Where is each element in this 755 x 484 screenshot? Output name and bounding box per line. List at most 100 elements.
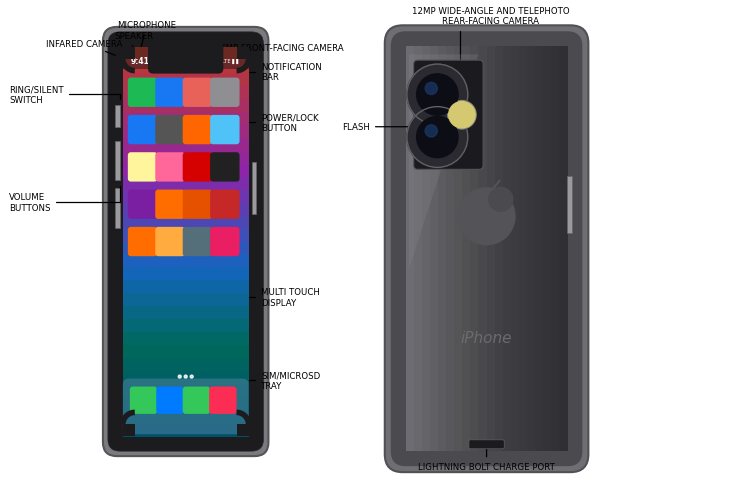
Bar xyxy=(559,47,569,452)
FancyBboxPatch shape xyxy=(128,78,157,108)
Bar xyxy=(422,47,431,452)
Bar xyxy=(470,47,479,452)
Bar xyxy=(123,359,248,372)
Circle shape xyxy=(417,75,458,116)
Text: iPhone: iPhone xyxy=(461,331,513,346)
FancyBboxPatch shape xyxy=(128,190,157,219)
Bar xyxy=(519,47,528,452)
Bar xyxy=(115,106,120,128)
Bar xyxy=(123,74,248,87)
Text: POWER/LOCK
BUTTON: POWER/LOCK BUTTON xyxy=(218,113,319,132)
FancyBboxPatch shape xyxy=(130,387,157,414)
FancyBboxPatch shape xyxy=(156,190,185,219)
FancyBboxPatch shape xyxy=(128,153,157,182)
Bar xyxy=(123,87,248,100)
FancyBboxPatch shape xyxy=(210,116,239,145)
FancyBboxPatch shape xyxy=(210,153,239,182)
Bar xyxy=(123,190,248,204)
Bar xyxy=(123,100,248,113)
Circle shape xyxy=(407,65,468,125)
Polygon shape xyxy=(409,55,479,270)
FancyBboxPatch shape xyxy=(156,116,185,145)
Bar xyxy=(495,47,504,452)
Bar xyxy=(568,177,572,233)
FancyBboxPatch shape xyxy=(183,387,210,414)
Circle shape xyxy=(458,189,515,245)
Text: 7MP FRONT-FACING CAMERA: 7MP FRONT-FACING CAMERA xyxy=(159,44,344,54)
Bar xyxy=(123,47,135,60)
Circle shape xyxy=(178,375,181,378)
FancyBboxPatch shape xyxy=(391,32,582,466)
Bar xyxy=(123,268,248,281)
Text: 12MP WIDE-ANGLE AND TELEPHOTO
REAR-FACING CAMERA: 12MP WIDE-ANGLE AND TELEPHOTO REAR-FACIN… xyxy=(411,7,569,70)
Text: RING/SILENT
SWITCH: RING/SILENT SWITCH xyxy=(9,86,120,105)
Circle shape xyxy=(425,125,437,138)
Bar xyxy=(123,60,248,74)
Bar xyxy=(430,47,439,452)
Circle shape xyxy=(417,117,458,158)
FancyBboxPatch shape xyxy=(210,227,239,257)
Text: 9:41: 9:41 xyxy=(131,57,149,66)
Bar xyxy=(123,177,248,191)
FancyBboxPatch shape xyxy=(156,78,185,108)
Text: LIGHTNING BOLT CHARGE PORT: LIGHTNING BOLT CHARGE PORT xyxy=(418,449,555,471)
Circle shape xyxy=(184,375,187,378)
Bar xyxy=(123,125,248,139)
Bar xyxy=(405,47,414,452)
Bar xyxy=(414,47,423,452)
Bar xyxy=(123,216,248,229)
Bar xyxy=(551,47,560,452)
FancyBboxPatch shape xyxy=(183,153,212,182)
Bar xyxy=(123,333,248,346)
Text: FLASH: FLASH xyxy=(342,123,426,132)
FancyBboxPatch shape xyxy=(183,190,212,219)
FancyBboxPatch shape xyxy=(183,116,212,145)
Bar xyxy=(123,255,248,269)
FancyBboxPatch shape xyxy=(385,26,588,472)
Bar xyxy=(535,47,544,452)
Bar xyxy=(511,47,520,452)
Bar xyxy=(123,424,135,437)
Bar xyxy=(123,384,248,398)
Bar xyxy=(123,424,248,437)
Bar xyxy=(123,294,248,307)
Bar xyxy=(123,397,248,411)
Bar xyxy=(123,203,248,216)
FancyBboxPatch shape xyxy=(469,440,504,449)
FancyBboxPatch shape xyxy=(128,227,157,257)
FancyBboxPatch shape xyxy=(148,42,223,75)
Text: SIM/MICROSD
TRAY: SIM/MICROSD TRAY xyxy=(218,369,320,390)
Text: MICROPHONE: MICROPHONE xyxy=(117,21,176,54)
Bar xyxy=(123,164,248,178)
Bar xyxy=(123,47,248,61)
FancyBboxPatch shape xyxy=(128,116,157,145)
Bar xyxy=(115,141,120,181)
Bar xyxy=(236,424,248,437)
FancyBboxPatch shape xyxy=(156,153,185,182)
FancyBboxPatch shape xyxy=(156,387,183,414)
Bar xyxy=(123,307,248,320)
Text: MULTI TOUCH
DISPLAY: MULTI TOUCH DISPLAY xyxy=(212,287,320,307)
Bar xyxy=(123,410,248,424)
Bar xyxy=(115,189,120,228)
FancyBboxPatch shape xyxy=(183,78,212,108)
FancyBboxPatch shape xyxy=(210,190,239,219)
FancyBboxPatch shape xyxy=(414,61,483,170)
Text: INFARED CAMERA: INFARED CAMERA xyxy=(46,40,122,56)
FancyBboxPatch shape xyxy=(103,28,269,456)
Circle shape xyxy=(448,101,476,130)
Bar xyxy=(123,47,248,70)
Bar xyxy=(543,47,552,452)
FancyBboxPatch shape xyxy=(156,227,185,257)
Bar xyxy=(123,242,248,256)
Text: LTE ▌▌: LTE ▌▌ xyxy=(222,59,241,64)
Circle shape xyxy=(407,107,468,168)
Circle shape xyxy=(425,83,437,95)
FancyBboxPatch shape xyxy=(108,33,263,451)
FancyBboxPatch shape xyxy=(123,379,248,434)
Text: VOLUME
BUTTONS: VOLUME BUTTONS xyxy=(9,187,120,212)
Bar xyxy=(479,47,488,452)
Bar xyxy=(438,47,447,452)
Text: SPEAKER: SPEAKER xyxy=(114,32,153,54)
Circle shape xyxy=(488,188,513,212)
